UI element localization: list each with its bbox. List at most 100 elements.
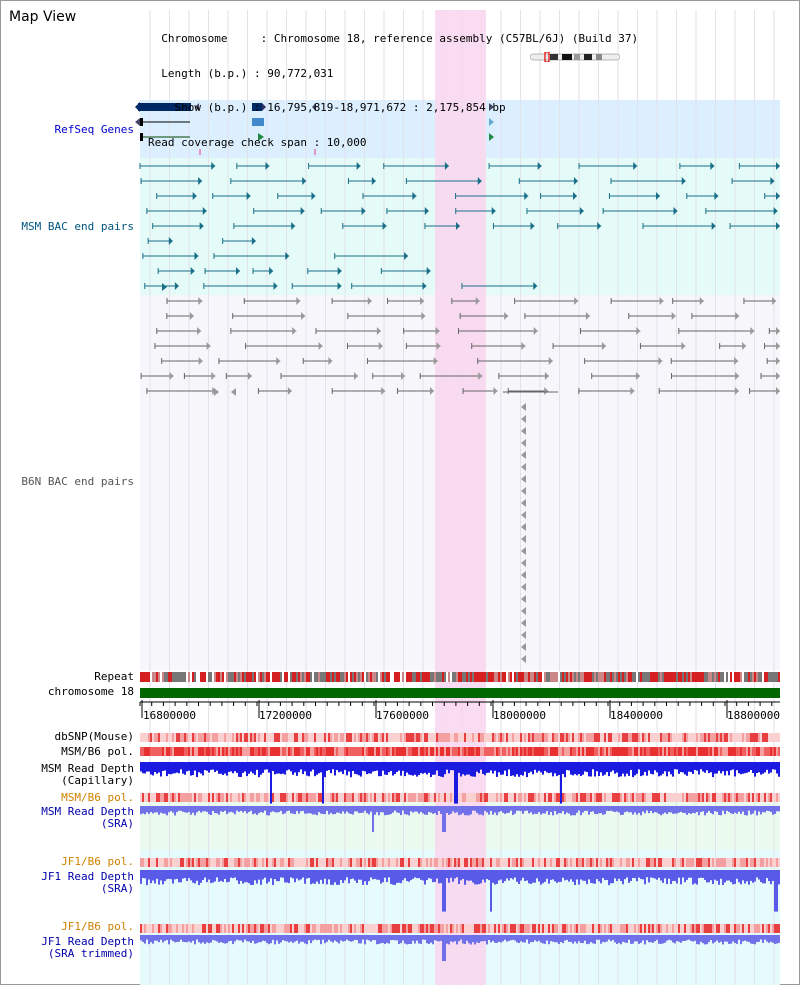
read-depth-bar (698, 806, 700, 816)
polymorphism-mark (272, 747, 274, 756)
polymorphism-mark (192, 793, 194, 802)
polymorphism-mark (356, 924, 358, 933)
read-depth-bar (470, 806, 472, 815)
polymorphism-mark (636, 858, 638, 867)
polymorphism-mark (552, 747, 554, 756)
repeat-mark (140, 672, 142, 682)
read-depth-bar (628, 935, 630, 940)
read-depth-bar (238, 935, 240, 941)
read-depth-bar (686, 762, 688, 776)
polymorphism-mark (298, 793, 300, 802)
polymorphism-mark (636, 747, 638, 756)
read-depth-bar (482, 870, 484, 880)
polymorphism-mark (148, 924, 150, 933)
read-depth-bar (474, 806, 476, 811)
polymorphism-mark (160, 733, 162, 742)
read-depth-bar (312, 870, 314, 884)
polymorphism-mark (516, 858, 518, 867)
read-depth-bar (312, 935, 314, 941)
read-depth-bar (456, 806, 458, 813)
read-depth-bar (284, 870, 286, 883)
read-depth-bar (690, 762, 692, 772)
read-depth-bar (318, 762, 320, 774)
polymorphism-mark (196, 858, 198, 867)
read-depth-bar (610, 762, 612, 772)
read-depth-bar (336, 935, 338, 942)
read-depth-bar (228, 762, 230, 772)
polymorphism-mark (726, 747, 728, 756)
read-depth-bar (428, 870, 430, 879)
polymorphism-mark (344, 747, 346, 756)
polymorphism-mark (164, 747, 166, 756)
repeat-mark (752, 672, 754, 682)
polymorphism-mark (356, 747, 358, 756)
polymorphism-mark (742, 858, 744, 867)
read-depth-bar (240, 762, 242, 777)
msm-bac-end-pairs-label[interactable]: MSM BAC end pairs (21, 220, 134, 233)
polymorphism-mark (474, 858, 476, 867)
polymorphism-mark (738, 793, 740, 802)
read-depth-bar (450, 806, 452, 814)
polymorphism-mark (310, 924, 312, 933)
read-depth-bar (616, 806, 618, 812)
polymorphism-mark (396, 858, 398, 867)
read-depth-bar (626, 762, 628, 774)
msm-bac-pair (194, 252, 199, 260)
polymorphism-mark (516, 924, 518, 933)
polymorphism-mark (380, 858, 382, 867)
read-depth-bar (276, 935, 278, 941)
read-depth-bar (374, 762, 376, 772)
read-depth-bar (458, 935, 460, 942)
polymorphism-mark (774, 858, 776, 867)
read-depth-bar (168, 806, 170, 813)
read-depth-bar (190, 762, 192, 776)
polymorphism-mark (320, 924, 322, 933)
read-depth-bar (732, 870, 734, 885)
read-depth-bar (320, 806, 322, 814)
polymorphism-mark (704, 924, 706, 933)
msm-bac-pair (273, 282, 278, 290)
read-depth-bar (214, 870, 216, 882)
read-depth-bar (710, 762, 712, 773)
polymorphism-mark (320, 747, 322, 756)
read-depth-bar (198, 806, 200, 811)
b6n-bac-end-pairs-label[interactable]: B6N BAC end pairs (21, 475, 134, 488)
b6n-bac-pair (287, 387, 292, 395)
refseq-genes-label[interactable]: RefSeq Genes (54, 123, 134, 136)
polymorphism-mark (724, 793, 726, 802)
chromosome-ideogram[interactable] (530, 52, 620, 62)
read-depth-bar (422, 935, 424, 940)
read-depth-bar (256, 762, 258, 770)
msm-bac-pair (199, 222, 204, 230)
polymorphism-mark (456, 747, 458, 756)
read-depth-bar (640, 935, 642, 943)
polymorphism-mark (328, 747, 330, 756)
read-depth-bar (510, 762, 512, 776)
polymorphism-mark (532, 924, 534, 933)
polymorphism-mark (610, 793, 612, 802)
read-depth-bar (672, 935, 674, 943)
repeat-mark (248, 672, 250, 682)
read-depth-bar (618, 870, 620, 879)
polymorphism-mark (462, 747, 464, 756)
polymorphism-mark (208, 793, 210, 802)
polymorphism-mark (686, 733, 688, 742)
polymorphism-mark (292, 733, 294, 742)
polymorphism-mark (598, 793, 600, 802)
polymorphism-mark (270, 747, 272, 756)
repeat-mark (612, 672, 614, 682)
polymorphism-mark (686, 747, 688, 756)
polymorphism-mark (646, 858, 648, 867)
polymorphism-mark (688, 733, 690, 742)
polymorphism-mark (188, 924, 190, 933)
msm-bac-pair (579, 207, 584, 215)
polymorphism-mark (326, 858, 328, 867)
read-depth-bar (538, 806, 540, 813)
polymorphism-mark (386, 924, 388, 933)
msm-bac-pair (251, 237, 256, 245)
polymorphism-mark (426, 733, 428, 742)
msm-bac-pair (524, 192, 529, 200)
chromosome-info: Chromosome : Chromosome 18, reference as… (148, 10, 638, 160)
repeat-mark (310, 672, 312, 682)
read-depth-bar (296, 935, 298, 941)
